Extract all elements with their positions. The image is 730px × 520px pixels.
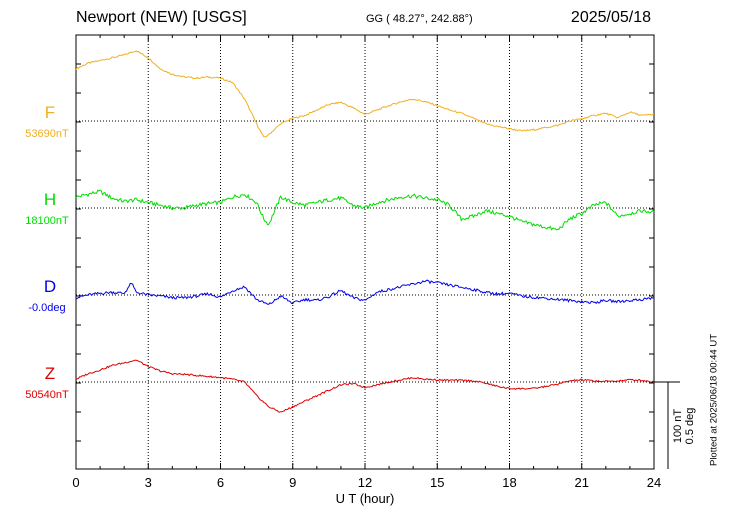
scale-deg-label: 0.5 deg: [684, 407, 696, 445]
series-lines: [75, 50, 655, 413]
scale-bar-label: 100 nT 0.5 deg: [672, 408, 696, 445]
station-coordinates: GG ( 48.27°, 242.88°): [366, 13, 473, 25]
x-tick-label: 0: [72, 475, 79, 490]
plotted-timestamp: Plotted at 2025/06/18 00:44 UT: [708, 333, 720, 467]
series-line-d: [75, 279, 655, 305]
x-tick-label: 21: [575, 475, 589, 490]
x-tick-label: 3: [145, 475, 152, 490]
series-line-z: [75, 359, 655, 413]
series-label-f: F: [45, 103, 55, 122]
grid: [76, 35, 654, 469]
station-title: Newport (NEW) [USGS]: [76, 9, 247, 26]
series-baseline-h: 18100nT: [25, 215, 69, 227]
x-tick-labels: 0 3 6 9 12 15 18 21 24: [72, 475, 661, 490]
scale-bar: [654, 381, 680, 469]
x-tick-label: 9: [289, 475, 296, 490]
series-baseline-f: 53690nT: [25, 128, 69, 140]
series-label-d: D: [44, 277, 56, 296]
x-tick-label: 12: [358, 475, 372, 490]
scale-nt-label: 100 nT: [672, 408, 684, 444]
series-line-h: [75, 189, 655, 231]
series-label-z: Z: [45, 364, 55, 383]
series-line-f: [75, 50, 655, 138]
series-label-h: H: [44, 190, 56, 209]
x-tick-label: 18: [502, 475, 516, 490]
x-tick-label: 15: [430, 475, 444, 490]
x-tick-label: 24: [647, 475, 661, 490]
x-axis-label: U T (hour): [336, 491, 395, 506]
x-tick-label: 6: [217, 475, 224, 490]
series-baseline-z: 50540nT: [25, 389, 69, 401]
series-baseline-d: -0.0deg: [28, 302, 65, 314]
series-labels: F 53690nT H 18100nT D -0.0deg Z 50540nT: [25, 103, 69, 401]
plot-date: 2025/05/18: [570, 9, 651, 26]
ticks: [75, 34, 655, 469]
